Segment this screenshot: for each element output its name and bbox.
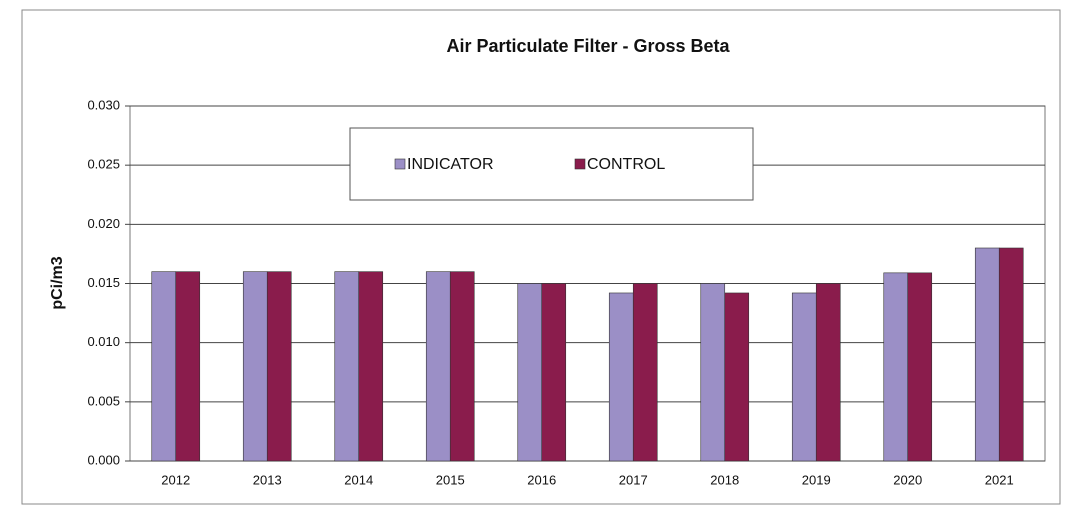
y-tick-label: 0.020 [87, 216, 120, 231]
x-tick-label: 2016 [527, 472, 556, 487]
bar [724, 292, 750, 462]
x-tick-label: 2013 [253, 472, 282, 487]
bar [175, 271, 201, 462]
bar [974, 247, 1000, 462]
bar [358, 271, 384, 462]
x-tick-label: 2014 [344, 472, 373, 487]
y-tick-label: 0.000 [87, 452, 120, 467]
x-tick-label: 2017 [619, 472, 648, 487]
bar [883, 272, 909, 462]
bar [242, 271, 268, 462]
bar [700, 283, 726, 462]
bar [541, 283, 567, 462]
x-tick-label: 2020 [893, 472, 922, 487]
legend-swatch [394, 158, 406, 170]
y-tick-label: 0.005 [87, 393, 120, 408]
x-tick-label: 2019 [802, 472, 831, 487]
chart-title: Air Particulate Filter - Gross Beta [446, 36, 730, 56]
y-tick-label: 0.025 [87, 157, 120, 172]
bar [425, 271, 451, 462]
y-tick-label: 0.010 [87, 334, 120, 349]
bar [815, 283, 841, 462]
x-tick-label: 2021 [985, 472, 1014, 487]
x-tick-label: 2012 [161, 472, 190, 487]
bar [449, 271, 475, 462]
bar [151, 271, 177, 462]
y-tick-label: 0.015 [87, 275, 120, 290]
legend-label: INDICATOR [407, 156, 494, 173]
bar [632, 283, 658, 462]
bar [517, 283, 543, 462]
bar [608, 292, 634, 462]
bar [266, 271, 292, 462]
bar [998, 247, 1024, 462]
legend-label: CONTROL [587, 156, 665, 173]
y-tick-label: 0.030 [87, 97, 120, 112]
legend-box [349, 127, 754, 201]
legend-swatch [574, 158, 586, 170]
y-axis-label: pCi/m3 [49, 256, 66, 309]
x-tick-label: 2018 [710, 472, 739, 487]
bar [334, 271, 360, 462]
bar [791, 292, 817, 462]
bar [907, 272, 933, 462]
x-tick-label: 2015 [436, 472, 465, 487]
